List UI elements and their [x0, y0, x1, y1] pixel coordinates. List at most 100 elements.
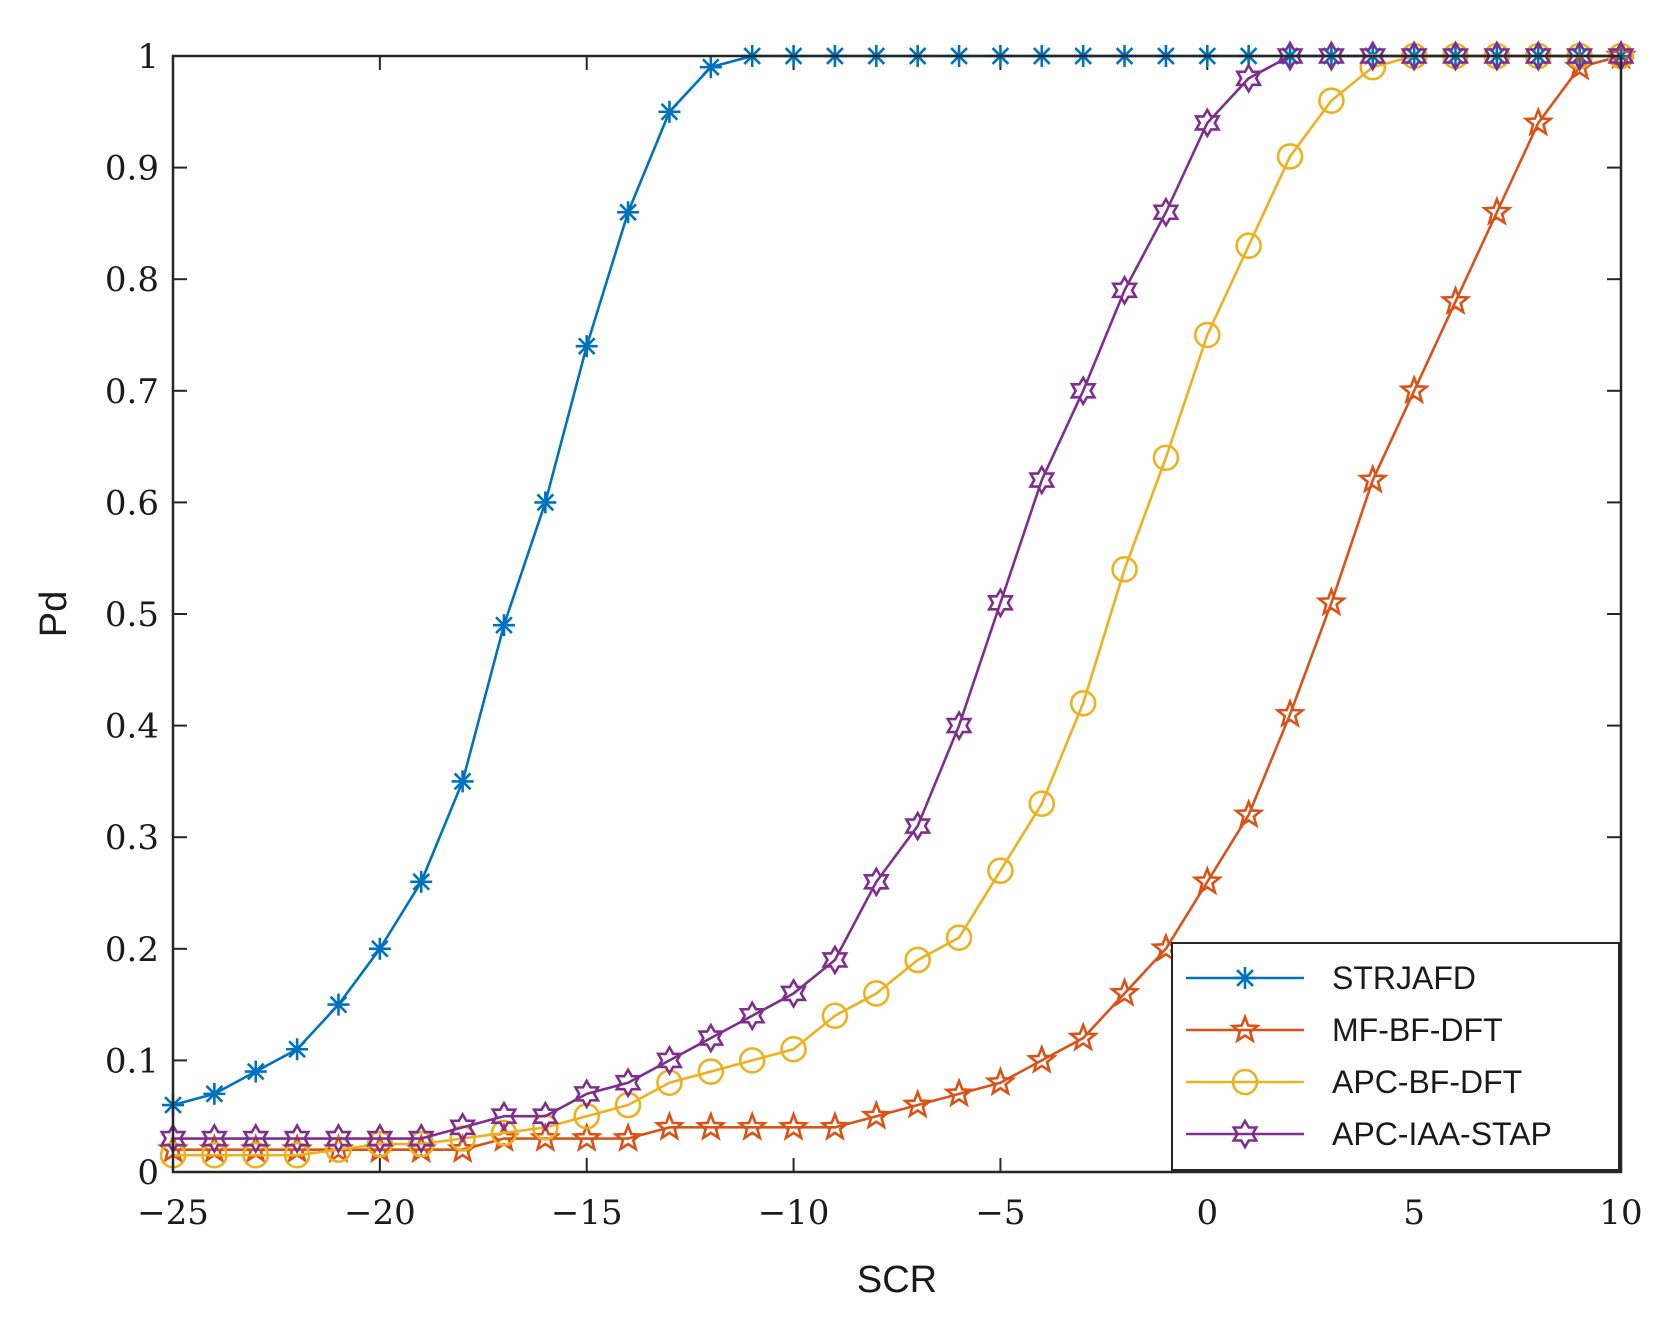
data-point-apc-bf-dft — [242, 1141, 270, 1169]
data-point-strjafd — [451, 770, 474, 793]
data-point-apc-iaa-stap — [780, 977, 808, 1010]
data-point-strjafd — [617, 201, 640, 224]
marker-stroke — [701, 58, 720, 76]
x-tick-label: −25 — [137, 1193, 209, 1233]
data-point-strjafd — [203, 1082, 226, 1105]
data-point-mf-bf-dft — [1315, 586, 1348, 617]
x-axis-label: SCR — [857, 1259, 937, 1301]
data-point-mf-bf-dft — [901, 1088, 934, 1119]
y-tick-label: 0 — [137, 1153, 159, 1193]
data-point-mf-bf-dft — [943, 1077, 975, 1108]
legend-label: STRJAFD — [1332, 960, 1476, 996]
marker-stroke — [1236, 969, 1254, 987]
data-point-apc-iaa-stap — [945, 709, 973, 742]
data-point-mf-bf-dft — [1191, 865, 1224, 896]
data-point-apc-iaa-stap — [573, 1078, 601, 1110]
data-point-apc-bf-dft — [1235, 232, 1262, 260]
marker-stroke — [453, 772, 472, 791]
legend-swatch-marker — [1229, 1013, 1261, 1044]
x-tick-label: −20 — [344, 1193, 416, 1233]
data-point-apc-bf-dft — [1193, 321, 1221, 349]
x-tick-label: 5 — [1403, 1193, 1425, 1233]
plot-frame — [171, 54, 1623, 1174]
x-tick-label: −5 — [975, 1193, 1025, 1233]
y-tick-label: 0.4 — [105, 707, 159, 747]
legend-swatch-marker — [1231, 1068, 1259, 1096]
data-point-apc-iaa-stap — [407, 1122, 435, 1155]
marker-stroke — [536, 493, 555, 512]
data-point-apc-iaa-stap — [283, 1122, 311, 1155]
data-point-strjafd — [534, 491, 557, 514]
data-point-apc-iaa-stap — [1566, 40, 1594, 72]
legend-item-strjafd: STRJAFD — [1186, 960, 1476, 996]
data-point-apc-bf-dft — [1028, 790, 1056, 818]
data-point-apc-iaa-stap — [366, 1122, 394, 1155]
data-point-apc-bf-dft — [656, 1069, 683, 1097]
data-point-apc-bf-dft — [1318, 87, 1345, 114]
data-point-mf-bf-dft — [694, 1110, 727, 1141]
data-point-apc-bf-dft — [697, 1058, 725, 1085]
axes: −25 −20 −15 −10 −5 0 5 10 0 0.1 0.2 0.3 0.4 0.5 0.6 0.7… — [105, 37, 1643, 1233]
y-tick-label: 0.1 — [105, 1041, 159, 1081]
x-tick-label: 0 — [1196, 1193, 1218, 1233]
data-point-mf-bf-dft — [1232, 798, 1265, 829]
data-point-apc-bf-dft — [573, 1102, 601, 1130]
legend-swatch-marker — [1234, 967, 1256, 989]
y-tick-label: 0.5 — [105, 595, 159, 635]
data-point-mf-bf-dft — [1025, 1043, 1058, 1074]
data-point-apc-iaa-stap — [1442, 40, 1470, 72]
data-point-strjafd — [286, 1038, 309, 1061]
data-point-mf-bf-dft — [1522, 106, 1555, 137]
data-point-apc-iaa-stap — [697, 1022, 725, 1054]
marker-stroke — [288, 1040, 306, 1059]
data-point-apc-iaa-stap — [1524, 40, 1552, 72]
legend-label: APC-IAA-STAP — [1332, 1116, 1552, 1152]
data-point-apc-bf-dft — [283, 1141, 311, 1169]
legend-item-apc-iaa-stap: APC-IAA-STAP — [1186, 1116, 1552, 1152]
y-tick-label: 0.3 — [105, 818, 159, 858]
series-apc-iaa-stap — [159, 40, 1635, 1155]
data-point-apc-iaa-stap — [531, 1100, 559, 1132]
marker-stroke — [495, 616, 513, 634]
data-point-apc-iaa-stap — [1235, 62, 1263, 94]
marker-stroke — [371, 939, 389, 958]
data-point-mf-bf-dft — [1067, 1021, 1100, 1052]
data-point-strjafd — [699, 56, 722, 79]
data-point-mf-bf-dft — [777, 1110, 810, 1141]
y-tick-label: 0.8 — [105, 260, 159, 300]
data-point-apc-iaa-stap — [738, 1000, 766, 1032]
data-point-apc-bf-dft — [987, 857, 1014, 884]
marker-stroke — [205, 1085, 224, 1103]
data-point-apc-iaa-stap — [614, 1067, 642, 1099]
data-point-apc-iaa-stap — [200, 1122, 228, 1155]
data-point-apc-bf-dft — [1152, 444, 1180, 472]
data-point-apc-bf-dft — [738, 1047, 766, 1074]
marker-stroke — [619, 203, 637, 222]
data-point-apc-bf-dft — [863, 980, 890, 1007]
data-point-apc-iaa-stap — [490, 1100, 518, 1132]
legend-label: APC-BF-DFT — [1332, 1064, 1522, 1100]
y-tick-label: 0.7 — [105, 372, 159, 412]
data-point-apc-bf-dft — [614, 1091, 642, 1119]
data-point-apc-bf-dft — [904, 946, 931, 974]
data-point-apc-bf-dft — [945, 924, 973, 951]
data-point-mf-bf-dft — [570, 1121, 603, 1153]
x-tick-label: −15 — [551, 1193, 623, 1233]
data-point-mf-bf-dft — [819, 1110, 851, 1141]
y-tick-label: 0.9 — [105, 149, 159, 189]
data-point-mf-bf-dft — [1356, 463, 1389, 494]
legend-label: MF-BF-DFT — [1332, 1012, 1503, 1048]
data-point-mf-bf-dft — [1274, 697, 1306, 728]
x-tick-label: −10 — [758, 1193, 830, 1233]
y-tick-label: 0.2 — [105, 930, 159, 970]
data-point-apc-iaa-stap — [1483, 40, 1511, 72]
data-point-apc-iaa-stap — [904, 810, 932, 842]
data-point-strjafd — [327, 993, 350, 1016]
legend-item-mf-bf-dft: MF-BF-DFT — [1186, 1012, 1503, 1048]
y-axis-label: Pd — [33, 591, 75, 637]
data-point-apc-iaa-stap — [1400, 40, 1428, 72]
data-point-mf-bf-dft — [653, 1110, 686, 1141]
data-point-apc-iaa-stap — [1193, 107, 1221, 139]
y-tick-label: 0.6 — [105, 483, 159, 523]
